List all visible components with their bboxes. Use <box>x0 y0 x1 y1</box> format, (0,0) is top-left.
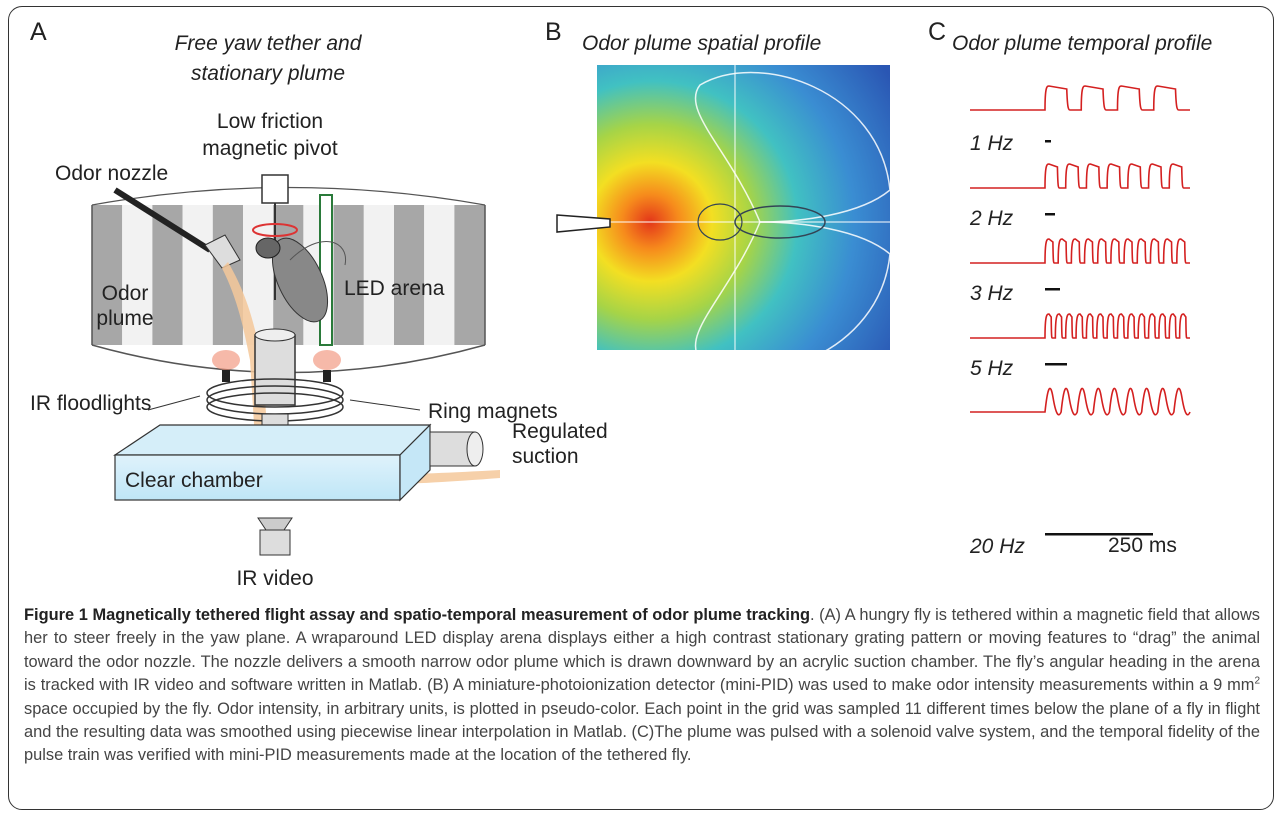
panel-letter: C <box>928 18 946 46</box>
panel-letter: B <box>545 18 562 46</box>
label: Ring magnets <box>428 400 558 423</box>
panel-title: stationary plume <box>191 62 345 85</box>
scale-bar-label: 250 ms <box>1108 534 1177 557</box>
stimulus-bar <box>1045 533 1153 536</box>
apparatus <box>91 174 500 556</box>
frequency-label: 5 Hz <box>970 357 1014 380</box>
caption-text: . (A) A hungry fly is tethered within a … <box>24 606 1260 695</box>
stimulus-bar <box>1045 140 1051 143</box>
stimulus-bar <box>1045 363 1067 366</box>
frequency-label: 20 Hz <box>969 535 1025 558</box>
pulse-trace <box>970 85 1190 111</box>
label: magnetic pivot <box>202 137 338 160</box>
panel-letter: A <box>30 18 47 46</box>
frequency-label: 1 Hz <box>970 132 1014 155</box>
label: Low friction <box>217 110 323 133</box>
arena-stripe <box>363 205 394 345</box>
label: plume <box>96 307 153 330</box>
label: Clear chamber <box>125 469 263 492</box>
arena-stripe <box>424 205 455 345</box>
figure-frame <box>8 6 1274 810</box>
arena-stripe <box>122 205 153 345</box>
panel-title: Odor plume temporal profile <box>952 32 1212 55</box>
frequency-label: 3 Hz <box>970 282 1014 305</box>
label: LED arena <box>344 277 445 300</box>
label: Odor nozzle <box>55 162 168 185</box>
panel-title: Odor plume spatial profile <box>582 32 821 55</box>
label: IR video <box>236 567 313 590</box>
arena-stripe <box>333 205 364 345</box>
label: suction <box>512 445 579 468</box>
caption-text: space occupied by the fly. Odor intensit… <box>24 699 1260 765</box>
frequency-label: 2 Hz <box>969 207 1014 230</box>
arena-stripe <box>394 205 425 345</box>
figure: A Free yaw tether and stationary plume L… <box>30 18 1212 590</box>
caption: Figure 1 Magnetically tethered flight as… <box>24 604 1260 768</box>
arena-stripe <box>92 205 123 345</box>
label: Regulated <box>512 420 608 443</box>
stimulus-bar <box>1045 288 1060 291</box>
pulse-traces <box>970 85 1191 536</box>
pulse-trace <box>970 238 1190 264</box>
label: IR floodlights <box>30 392 151 415</box>
label: Odor <box>102 282 149 305</box>
panel-title: Free yaw tether and <box>175 32 363 55</box>
pulse-trace <box>970 387 1191 416</box>
caption-title: Figure 1 Magnetically tethered flight as… <box>24 606 810 624</box>
arena-stripe <box>182 205 213 345</box>
arena-stripe <box>454 205 485 345</box>
heatmap <box>556 65 891 373</box>
stimulus-bar <box>1045 213 1055 216</box>
pulse-trace <box>970 313 1190 339</box>
pulse-trace <box>970 163 1190 189</box>
superscript: 2 <box>1254 675 1260 687</box>
